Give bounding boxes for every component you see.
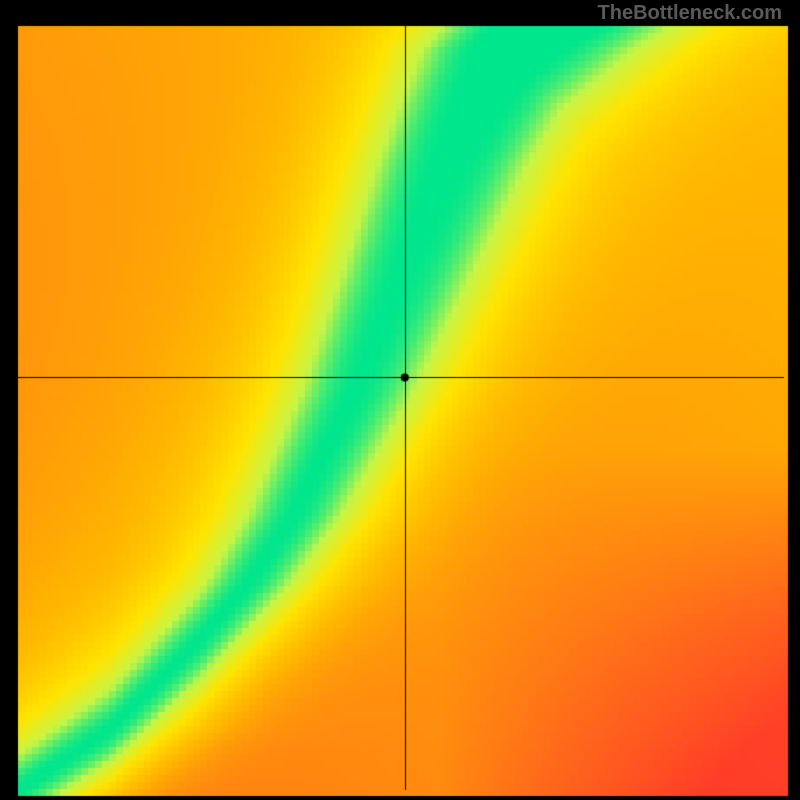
chart-container: TheBottleneck.com	[0, 0, 800, 800]
heatmap-canvas	[0, 0, 800, 800]
attribution-text: TheBottleneck.com	[598, 2, 782, 25]
